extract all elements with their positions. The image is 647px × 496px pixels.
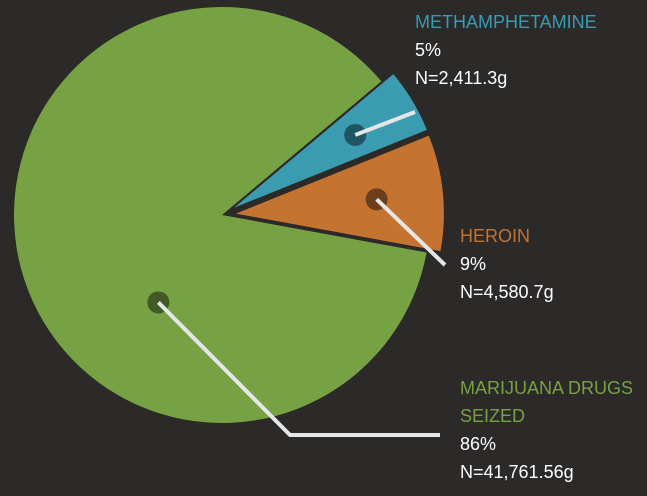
n-label: N=4,580.7g	[460, 282, 554, 302]
category-label: MARIJUANA DRUGS SEIZED	[460, 378, 634, 426]
category-label: METHAMPHETAMINE	[415, 12, 597, 32]
n-label: N=2,411.3g	[415, 68, 508, 88]
leader-line	[375, 197, 447, 267]
percent-label: 5%	[415, 40, 442, 60]
percent-label: 86%	[460, 434, 497, 454]
percent-label: 9%	[460, 254, 487, 274]
leader-line	[354, 110, 416, 137]
leader-line	[156, 301, 440, 437]
slice-label: METHAMPHETAMINE 5% N=2,411.3g	[415, 8, 597, 92]
category-label: HEROIN	[460, 226, 531, 246]
slice-label: HEROIN 9% N=4,580.7g	[460, 222, 640, 306]
n-label: N=41,761.56g	[460, 462, 574, 482]
pie-slice	[235, 135, 444, 252]
pie-slice	[14, 6, 427, 423]
slice-label: MARIJUANA DRUGS SEIZED 86% N=41,761.56g	[460, 374, 640, 486]
pie-slice	[234, 74, 427, 208]
